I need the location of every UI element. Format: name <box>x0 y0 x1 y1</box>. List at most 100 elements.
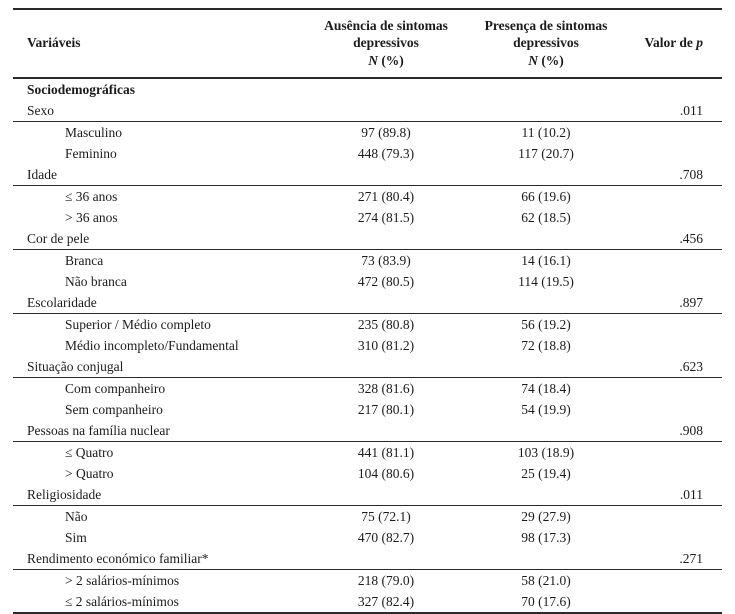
presence-cell-empty <box>466 99 626 122</box>
absence-cell-empty <box>306 483 466 506</box>
category-label-cell: Masculino <box>65 124 122 140</box>
absence-cell-empty <box>306 355 466 378</box>
absence-value-cell: 470 (82.7) <box>357 529 415 545</box>
p-value-cell-empty <box>626 249 722 271</box>
presence-value-cell: 25 (19.4) <box>521 465 571 481</box>
presence-value-cell: 72 (18.8) <box>521 337 571 353</box>
absence-cell-empty <box>306 547 466 570</box>
section-row: Sociodemográficas <box>13 78 722 100</box>
p-value-cell: .271 <box>626 547 722 570</box>
absence-value-cell: 271 (80.4) <box>357 188 415 204</box>
category-row: Branca 73 (83.9) 14 (16.1) <box>13 249 722 271</box>
absence-value-cell: 441 (81.1) <box>357 444 415 460</box>
absence-value-cell: 472 (80.5) <box>357 273 415 289</box>
p-value-cell-empty <box>626 185 722 207</box>
header-row: Variáveis Ausência de sintomas depressiv… <box>13 9 722 79</box>
category-label-cell: Com companheiro <box>65 380 166 396</box>
variable-row: Idade .708 <box>13 163 722 186</box>
absence-value-cell: 218 (79.0) <box>357 572 415 588</box>
category-row: > 2 salários-mínimos 218 (79.0) 58 (21.0) <box>13 569 722 591</box>
absence-value-cell: 310 (81.2) <box>357 337 415 353</box>
category-label-cell: Superior / Médio completo <box>65 316 211 332</box>
category-label-cell: > Quatro <box>65 465 114 481</box>
variable-name-cell: Sexo <box>13 99 306 122</box>
presence-value-cell: 54 (19.9) <box>521 401 571 417</box>
presence-value-cell: 74 (18.4) <box>521 380 571 396</box>
header-presence-line2: depressivos <box>513 35 579 51</box>
header-absence-pct: (%) <box>381 52 404 68</box>
presence-value-cell: 114 (19.5) <box>518 273 574 289</box>
variable-name-cell: Religiosidade <box>13 483 306 506</box>
header-p-prefix: Valor de <box>644 35 693 51</box>
absence-value-cell: 235 (80.8) <box>357 316 415 332</box>
presence-cell-empty <box>466 419 626 442</box>
absence-value-cell: 73 (83.9) <box>361 252 411 268</box>
variable-row: Cor de pele .456 <box>13 227 722 250</box>
p-value-cell-empty <box>626 313 722 335</box>
category-label-cell: > 36 anos <box>65 209 118 225</box>
presence-value-cell: 117 (20.7) <box>518 145 574 161</box>
absence-cell-empty <box>306 419 466 442</box>
header-absence-line1: Ausência de sintomas <box>324 18 448 33</box>
p-value-cell: .011 <box>626 99 722 122</box>
category-row: Médio incompleto/Fundamental 310 (81.2) 72… <box>13 335 722 356</box>
section-title-cell: Sociodemográficas <box>27 81 135 97</box>
variable-name-cell: Pessoas na família nuclear <box>13 419 306 442</box>
p-value-cell-empty <box>626 569 722 591</box>
category-label-cell: Médio incompleto/Fundamental <box>65 337 239 353</box>
statistics-table-container: Variáveis Ausência de sintomas depressiv… <box>13 8 722 614</box>
header-absence-n: N <box>368 52 378 68</box>
absence-cell-empty <box>306 163 466 186</box>
category-label-cell: ≤ 2 salários-mínimos <box>65 593 179 609</box>
presence-value-cell: 14 (16.1) <box>521 252 571 268</box>
p-value-cell-empty <box>626 463 722 484</box>
category-row: Não 75 (72.1) 29 (27.9) <box>13 505 722 527</box>
presence-cell-empty <box>466 78 626 100</box>
category-row: ≤ 36 anos 271 (80.4) 66 (19.6) <box>13 185 722 207</box>
presence-value-cell: 11 (10.2) <box>521 124 571 140</box>
category-row: ≤ Quatro 441 (81.1) 103 (18.9) <box>13 441 722 463</box>
presence-cell-empty <box>466 291 626 314</box>
presence-value-cell: 56 (19.2) <box>521 316 571 332</box>
category-label-cell: Sim <box>65 529 87 545</box>
variable-row: Sexo .011 <box>13 99 722 122</box>
absence-value-cell: 104 (80.6) <box>357 465 415 481</box>
presence-cell-empty <box>466 483 626 506</box>
presence-value-cell: 62 (18.5) <box>521 209 571 225</box>
category-row: ≤ 2 salários-mínimos 327 (82.4) 70 (17.6) <box>13 591 722 613</box>
p-value-cell: .623 <box>626 355 722 378</box>
header-presence-pct: (%) <box>541 52 564 68</box>
variable-name-cell: Situação conjugal <box>13 355 306 378</box>
presence-value-cell: 66 (19.6) <box>521 188 571 204</box>
absence-cell-empty <box>306 291 466 314</box>
absence-value-cell: 217 (80.1) <box>357 401 415 417</box>
presence-value-cell: 103 (18.9) <box>517 444 575 460</box>
variable-row: Religiosidade .011 <box>13 483 722 506</box>
category-row: Sem companheiro 217 (80.1) 54 (19.9) <box>13 399 722 420</box>
header-presence: Presença de sintomas depressivos N (%) <box>466 9 626 79</box>
absence-value-cell: 448 (79.3) <box>357 145 415 161</box>
p-value-cell: .708 <box>626 163 722 186</box>
header-presence-line1: Presença de sintomas <box>484 18 608 33</box>
category-label-cell: Não branca <box>65 273 127 289</box>
variable-name-cell: Idade <box>13 163 306 186</box>
depressive-symptoms-table: Variáveis Ausência de sintomas depressiv… <box>13 8 722 614</box>
variable-row: Situação conjugal .623 <box>13 355 722 378</box>
p-value-cell-empty <box>626 505 722 527</box>
header-variables-label: Variáveis <box>27 35 81 51</box>
category-row: Masculino 97 (89.8) 11 (10.2) <box>13 121 722 143</box>
absence-value-cell: 274 (81.5) <box>357 209 415 225</box>
category-label-cell: > 2 salários-mínimos <box>65 572 180 588</box>
p-value-cell: .908 <box>626 419 722 442</box>
category-row: Não branca 472 (80.5) 114 (19.5) <box>13 271 722 292</box>
absence-value-cell: 328 (81.6) <box>357 380 415 396</box>
presence-cell-empty <box>466 227 626 250</box>
variable-name-cell: Cor de pele <box>13 227 306 250</box>
category-row: Superior / Médio completo 235 (80.8) 56 (1… <box>13 313 722 335</box>
variable-name-cell: Escolaridade <box>13 291 306 314</box>
table-header: Variáveis Ausência de sintomas depressiv… <box>13 9 722 79</box>
category-row: Com companheiro 328 (81.6) 74 (18.4) <box>13 377 722 399</box>
category-label-cell: Branca <box>65 252 104 268</box>
category-label-cell: Não <box>65 508 88 524</box>
absence-value-cell: 97 (89.8) <box>361 124 411 140</box>
